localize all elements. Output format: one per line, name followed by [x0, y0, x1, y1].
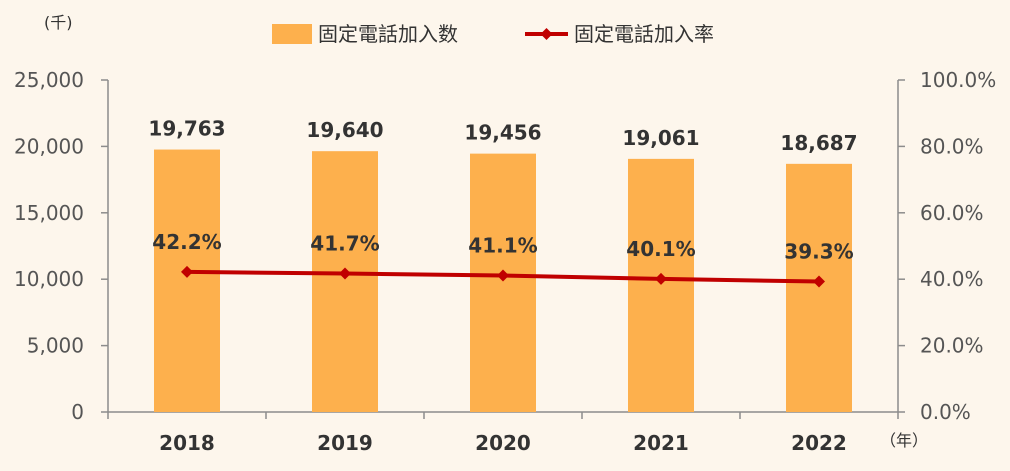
y-left-tick-label: 20,000 [14, 134, 84, 158]
y-right-tick-label: 60.0% [920, 201, 984, 225]
bar [786, 163, 852, 412]
legend-swatch-bar [272, 24, 312, 44]
y-left-tick-label: 5,000 [27, 334, 84, 358]
x-tick-label: 2018 [159, 431, 215, 455]
bar-value-label: 19,763 [148, 117, 225, 141]
x-tick-label: 2020 [475, 431, 531, 455]
line-marker [497, 269, 509, 282]
line-marker [339, 267, 351, 280]
legend: 固定電話加入数 固定電話加入率 [272, 22, 714, 46]
bar-value-label: 19,061 [622, 126, 699, 150]
y-left-tick-label: 15,000 [14, 201, 84, 225]
bar-value-label: 19,640 [306, 118, 383, 142]
line-marker [181, 265, 193, 278]
axes: 0 5,000 10,000 15,000 20,000 25,000 0.0% 20.0% 4… [14, 68, 996, 455]
line-value-label: 40.1% [626, 237, 695, 261]
line-value-label: 41.7% [310, 232, 379, 256]
bar [470, 153, 536, 412]
y-left-tick-label: 25,000 [14, 68, 84, 92]
x-unit: （年） [880, 431, 928, 450]
y-right-tick-label: 20.0% [920, 334, 984, 358]
y-left-tick-label: 0 [71, 400, 84, 424]
x-tick-label: 2019 [317, 431, 373, 455]
line-value-label: 41.1% [468, 234, 537, 258]
bar-value-label: 18,687 [780, 131, 857, 155]
y-right-tick-label: 80.0% [920, 134, 984, 158]
x-tick-label: 2022 [791, 431, 847, 455]
x-tick-label: 2021 [633, 431, 689, 455]
legend-label-line: 固定電話加入率 [574, 22, 714, 46]
legend-marker-diamond [540, 28, 553, 40]
bar [312, 151, 378, 413]
line-value-label: 42.2% [152, 230, 221, 254]
data-labels: 19,763 19,640 19,456 19,061 18,687 42.2% 41.7%… [148, 117, 857, 264]
line-series [181, 265, 825, 288]
y-left-tick-label: 10,000 [14, 267, 84, 291]
legend-label-bar: 固定電話加入数 [318, 22, 458, 46]
y-right-tick-label: 0.0% [920, 400, 971, 424]
line-marker [655, 272, 667, 285]
y-left-unit: (千) [44, 13, 73, 32]
y-right-tick-label: 100.0% [920, 68, 996, 92]
bar-series [154, 149, 852, 413]
line-value-label: 39.3% [784, 240, 853, 264]
line-marker [813, 275, 825, 288]
bar [154, 149, 220, 412]
bar [628, 158, 694, 412]
bar-value-label: 19,456 [464, 121, 541, 145]
y-right-tick-label: 40.0% [920, 267, 984, 291]
